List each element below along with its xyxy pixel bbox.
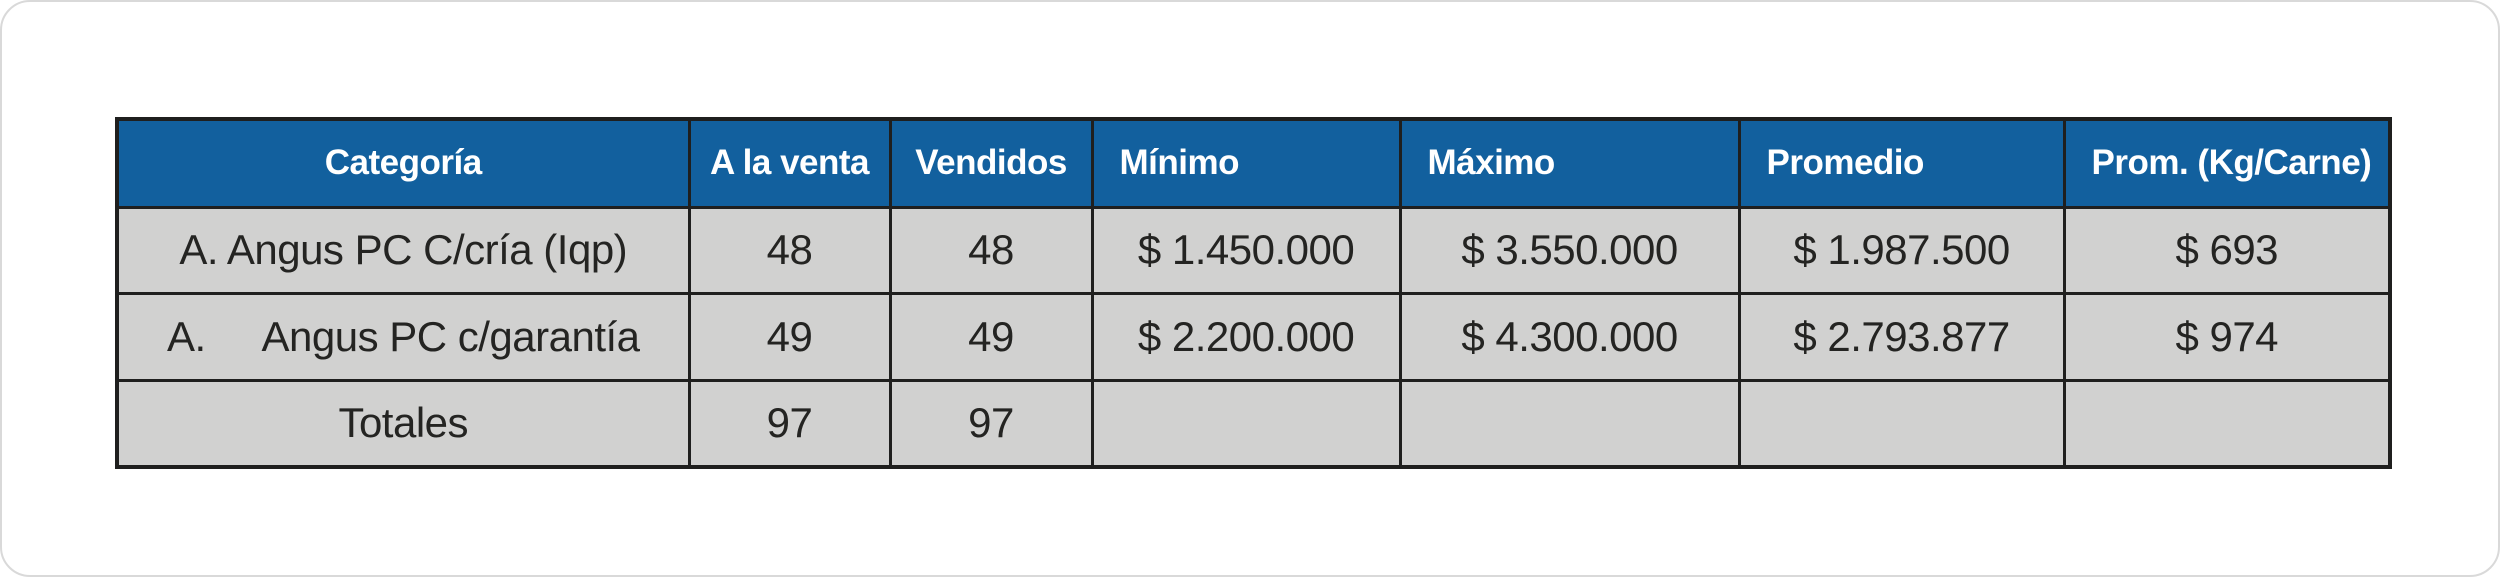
cell-categoria: Totales — [115, 378, 691, 469]
cell-a-la-venta: 48 — [687, 205, 892, 295]
table-row: A. Angus PC c/garantía 49 49 $ 2.200.000… — [115, 291, 2392, 382]
header-cell-vendidos: Vendidos — [888, 117, 1094, 209]
cell-vendidos: 97 — [888, 378, 1094, 469]
cell-maximo: $ 4.300.000 — [1398, 291, 1741, 382]
table-row: A. Angus PC C/cría (Iqp) 48 48 $ 1.450.0… — [115, 205, 2392, 295]
cell-categoria: A. Angus PC c/garantía — [115, 291, 691, 382]
cell-minimo: $ 1.450.000 — [1090, 205, 1402, 295]
cell-a-la-venta: 49 — [687, 291, 892, 382]
cell-promedio — [1737, 378, 2066, 469]
header-cell-a-la-venta: A la venta — [687, 117, 892, 209]
cell-promedio: $ 1.987.500 — [1737, 205, 2066, 295]
header-cell-promedio: Promedio — [1737, 117, 2066, 209]
cell-vendidos: 48 — [888, 205, 1094, 295]
cell-maximo — [1398, 378, 1741, 469]
auction-results-table: Categoría A la venta Vendidos Mínimo Máx… — [115, 117, 2392, 469]
cell-maximo: $ 3.550.000 — [1398, 205, 1741, 295]
cell-minimo — [1090, 378, 1402, 469]
cell-prom-kg-carne — [2062, 378, 2392, 469]
header-row: Categoría A la venta Vendidos Mínimo Máx… — [115, 117, 2392, 209]
totals-row: Totales 97 97 — [115, 378, 2392, 469]
cell-minimo: $ 2.200.000 — [1090, 291, 1402, 382]
header-cell-prom-kg-carne: Prom. (Kg/Carne) — [2062, 117, 2392, 209]
cell-prom-kg-carne: $ 693 — [2062, 205, 2392, 295]
cell-promedio: $ 2.793.877 — [1737, 291, 2066, 382]
cell-categoria: A. Angus PC C/cría (Iqp) — [115, 205, 691, 295]
header-cell-minimo: Mínimo — [1090, 117, 1402, 209]
header-cell-maximo: Máximo — [1398, 117, 1741, 209]
cell-a-la-venta: 97 — [687, 378, 892, 469]
cell-prom-kg-carne: $ 974 — [2062, 291, 2392, 382]
header-cell-categoria: Categoría — [115, 117, 691, 209]
cell-vendidos: 49 — [888, 291, 1094, 382]
